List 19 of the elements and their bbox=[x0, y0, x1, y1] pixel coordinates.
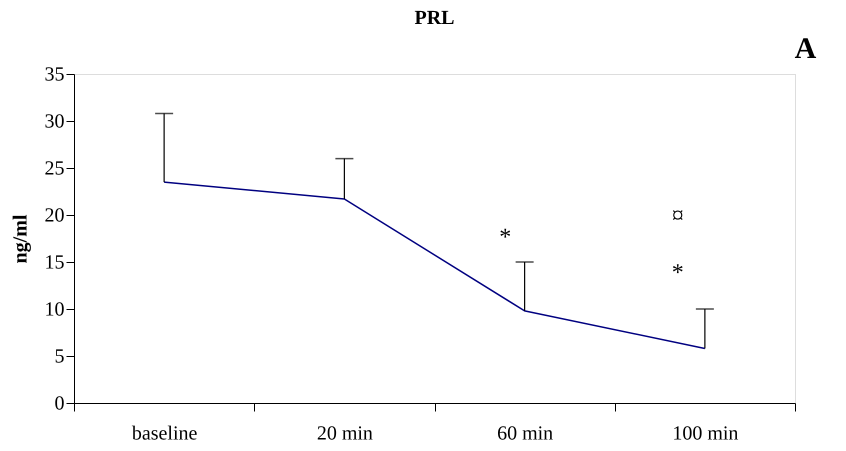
y-tick-label: 20 bbox=[44, 204, 64, 226]
x-tick-label: 60 min bbox=[497, 422, 554, 444]
y-tick-label: 35 bbox=[44, 64, 64, 86]
y-tick-label: 0 bbox=[54, 392, 64, 414]
text: A bbox=[794, 32, 817, 66]
chart-title: PRL bbox=[414, 7, 454, 30]
annotation: * bbox=[672, 260, 684, 286]
x-tick-label: 100 min bbox=[672, 422, 738, 444]
y-tick-label: 25 bbox=[44, 158, 64, 180]
annotation: * bbox=[499, 224, 512, 250]
y-tick-label: 15 bbox=[44, 252, 64, 274]
y-tick-label: 10 bbox=[44, 298, 64, 320]
annotation: ¤ bbox=[672, 203, 684, 229]
x-tick-label: 20 min bbox=[316, 422, 373, 444]
y-tick-label: 30 bbox=[44, 110, 64, 132]
y-tick-label: 5 bbox=[54, 346, 64, 368]
line-series bbox=[163, 181, 706, 350]
y-axis-title: ng/ml bbox=[10, 214, 32, 264]
x-tick-label: baseline bbox=[132, 422, 198, 444]
